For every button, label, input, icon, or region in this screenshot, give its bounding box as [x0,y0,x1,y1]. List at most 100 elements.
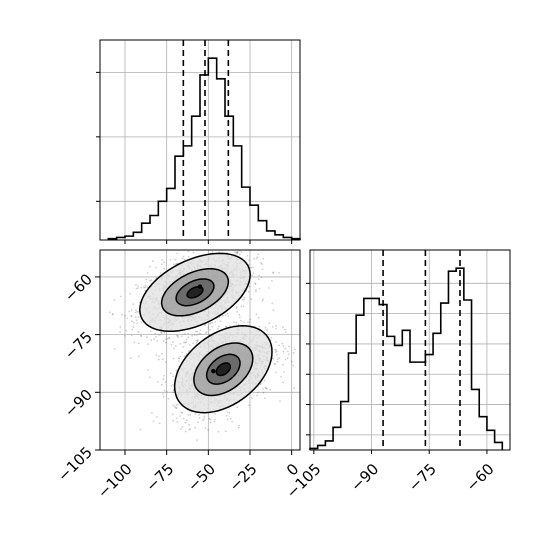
scatter-point [179,415,181,418]
scatter-point [152,260,154,262]
scatter-point [222,314,224,317]
x-tick-label-param2: −60 [463,460,498,495]
x-tick-label-param1: −50 [184,460,219,495]
scatter-point [147,369,150,371]
scatter-point [157,358,160,361]
scatter-point [213,420,216,423]
scatter-point [276,353,278,356]
scatter-point [151,411,153,414]
scatter-point [275,371,277,374]
scatter-point [176,421,179,423]
scatter-point [146,286,149,288]
scatter-point [259,383,262,386]
scatter-point [202,247,204,249]
scatter-point [235,252,238,254]
scatter-point [237,323,240,326]
scatter-point [166,337,169,340]
scatter-point [248,404,251,407]
scatter-point [266,329,268,331]
scatter-point [158,355,160,357]
scatter-point [198,417,201,419]
histogram-panel-param2: −105 −90 −75 −60 [283,249,511,502]
scatter-point [208,417,211,420]
scatter-point [187,255,190,258]
scatter-point [199,329,202,332]
scatter-point [236,251,239,253]
scatter-point [247,321,249,323]
scatter-point [182,346,185,348]
scatter-point [155,354,158,356]
scatter-point [189,428,192,430]
scatter-point [225,325,227,328]
scatter-point [251,237,253,239]
scatter-point [219,320,222,323]
scatter-point [162,340,165,342]
scatter-point [208,333,211,336]
hist2-step-line [309,267,504,450]
scatter-point [207,429,210,431]
scatter-point [136,322,139,325]
scatter-point [237,426,240,429]
scatter-point [192,251,195,254]
scatter-point [253,258,256,260]
scatter-point [236,311,239,313]
scatter-point [182,237,184,239]
scatter-point [96,302,98,304]
scatter-point [268,287,270,289]
scatter-point [135,319,138,322]
scatter-point [126,317,129,319]
scatter-point [173,347,175,350]
scatter-point [236,251,239,254]
scatter-point [163,389,166,392]
scatter-point [204,332,207,334]
scatter-point [238,424,241,427]
scatter-point [251,274,253,277]
scatter-point [282,350,285,353]
scatter-point [160,332,163,334]
scatter-point [130,315,133,317]
scatter-point [286,350,289,353]
scatter-point [129,357,132,359]
scatter-point [268,246,270,248]
scatter-point [196,340,199,343]
scatter-point [135,287,138,290]
scatter-point [181,412,184,414]
scatter-point [137,287,139,289]
scatter-point [176,334,178,337]
scatter-point [260,276,263,279]
hist1-step-line [107,57,301,240]
scatter-point [172,341,174,343]
y-tick-label-param2: −90 [61,386,96,421]
scatter-point [282,326,284,329]
scatter-point [282,345,285,348]
scatter-point [192,342,195,345]
scatter-point [252,242,254,244]
scatter-point [132,326,135,328]
scatter-point [187,336,190,339]
scatter-point [214,418,216,421]
scatter-point [194,413,197,415]
scatter-point [128,310,131,313]
scatter-point [188,428,191,431]
scatter-point [196,439,198,442]
scatter-point [224,314,227,317]
scatter-point [284,347,287,350]
scatter-point [272,309,275,312]
scatter-point [275,327,277,330]
scatter-point [271,302,274,305]
scatter-point [236,252,239,255]
scatter-point [261,268,264,270]
scatter-point [247,290,250,293]
scatter-point [169,259,172,261]
scatter-point [155,266,157,269]
scatter-point [135,309,137,312]
scatter-point [196,330,199,333]
scatter-point [217,243,219,245]
scatter-point [284,331,287,333]
scatter-point [179,355,182,358]
scatter-point [144,289,147,292]
scatter-point [227,315,230,317]
scatter-point [281,342,284,345]
scatter-point [258,274,261,277]
scatter-point [133,341,136,344]
